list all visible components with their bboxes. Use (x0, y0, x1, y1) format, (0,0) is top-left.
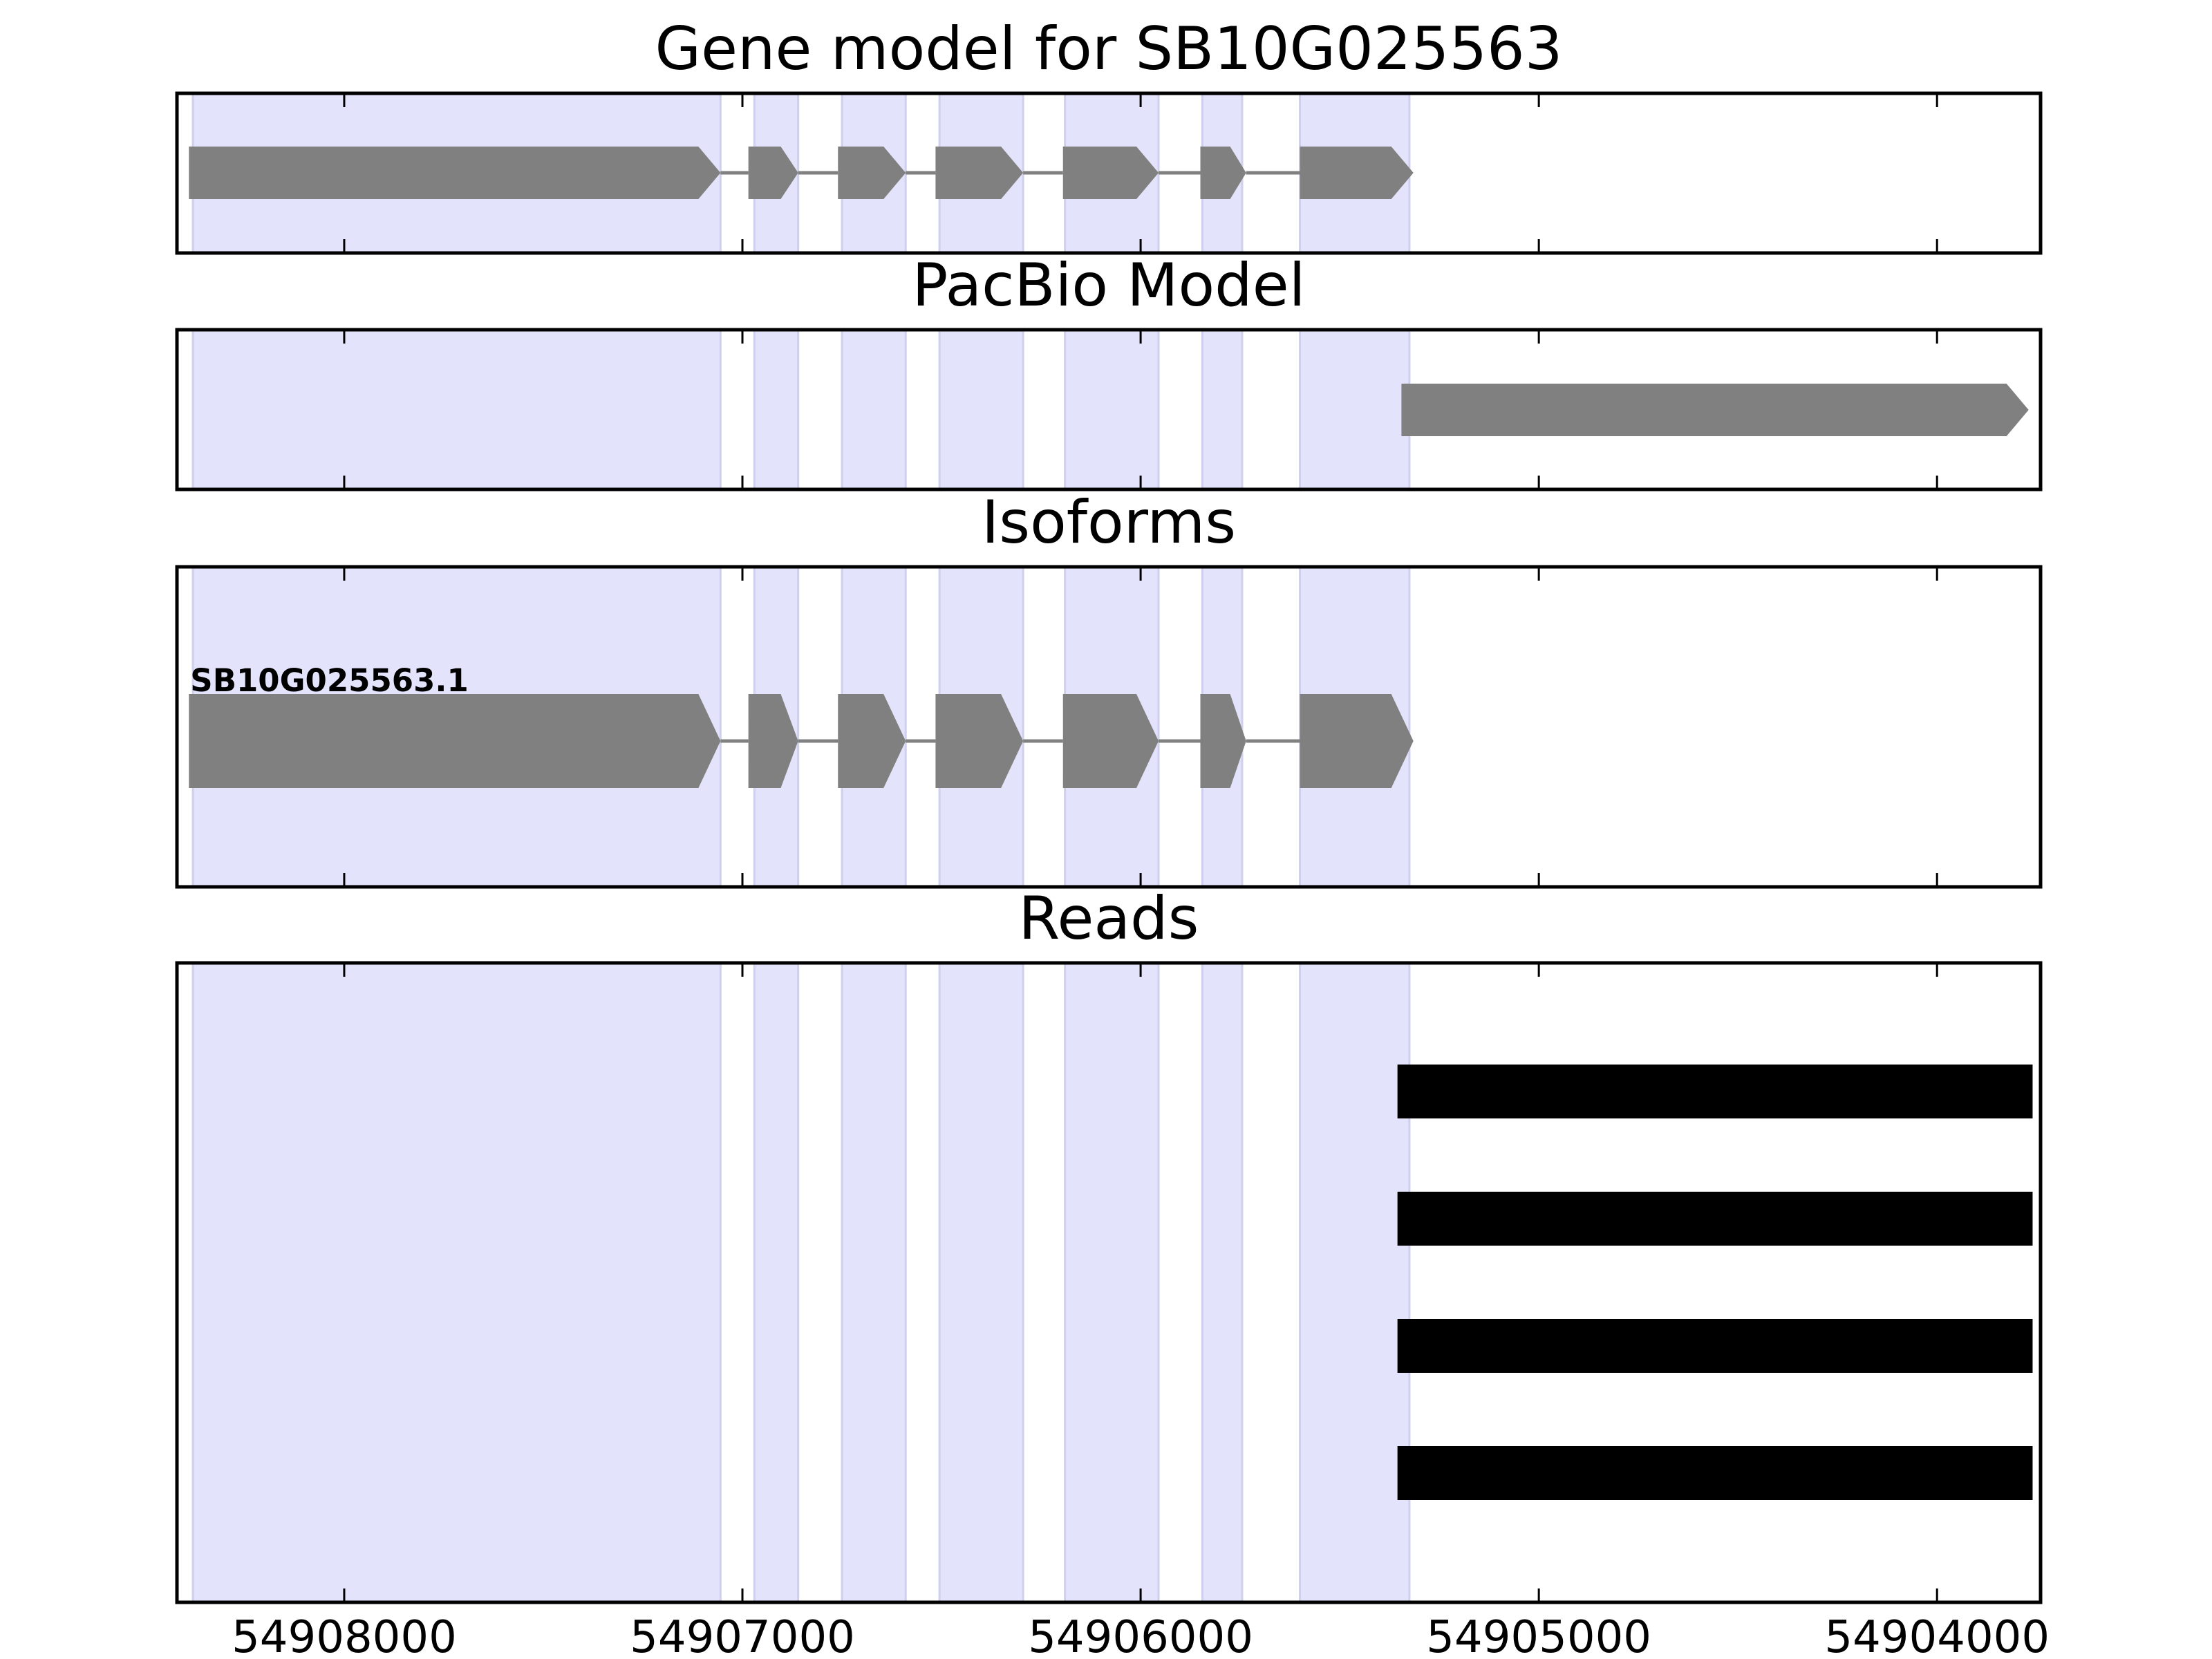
read-bar (1397, 1446, 2033, 1500)
exon-highlight-band (938, 962, 1024, 1604)
panel-frame (175, 961, 2043, 1604)
panel-1: Gene model for SB10G025563 (175, 15, 2043, 255)
panels-group: Gene model for SB10G025563 PacBio Model Is… (175, 15, 2050, 1659)
panel-frame (175, 91, 2043, 255)
exon-highlight-band (753, 962, 800, 1604)
exon-highlight-band (191, 328, 722, 491)
exon-arrow (189, 694, 721, 788)
x-tick-label: 54907000 (630, 1612, 855, 1659)
exon-arrow (1200, 694, 1246, 788)
read-bar (1397, 1065, 2033, 1118)
x-tick-label: 54906000 (1028, 1612, 1253, 1659)
exon-highlight-band (841, 962, 907, 1604)
exon-highlight-band (1201, 962, 1244, 1604)
exon-arrow (838, 694, 906, 788)
x-tick-label: 54908000 (232, 1612, 457, 1659)
panel-3: Isoforms SB10G025563.1 (175, 488, 2043, 889)
exon-arrow (1401, 384, 2029, 436)
exon-highlight-band (841, 328, 907, 491)
panel-title: Reads (1019, 884, 1199, 953)
exon-highlight-band (1201, 328, 1244, 491)
exon-highlight-band (1299, 328, 1411, 491)
exon-highlight-band (1064, 328, 1160, 491)
panel-4: Reads 54908000 54907000 54906000 54905000 549… (175, 884, 2050, 1659)
exon-highlight-band (938, 328, 1024, 491)
exon-highlight-band (191, 962, 722, 1604)
exon-arrow (1300, 694, 1414, 788)
exon-arrow (748, 694, 798, 788)
exon-arrow (189, 147, 721, 199)
exon-highlight-band (1299, 962, 1411, 1604)
exon-arrow (1062, 694, 1159, 788)
panel-title: PacBio Model (912, 251, 1305, 320)
exon-arrow (1200, 147, 1246, 199)
exon-arrow (1062, 147, 1159, 199)
panel-title: Isoforms (982, 488, 1236, 557)
exon-highlight-band (753, 328, 800, 491)
isoform-label: SB10G025563.1 (190, 662, 469, 699)
panel-frame (175, 565, 2043, 889)
exon-arrow (748, 147, 798, 199)
exon-arrow (935, 694, 1024, 788)
read-bar (1397, 1192, 2033, 1246)
exon-arrow (1300, 147, 1414, 199)
panel-frame (175, 328, 2043, 491)
x-tick-label: 54905000 (1426, 1612, 1651, 1659)
panel-2: PacBio Model (175, 251, 2043, 491)
read-bar (1397, 1319, 2033, 1373)
x-tick-label: 54904000 (1824, 1612, 2050, 1659)
panel-title: Gene model for SB10G025563 (655, 15, 1563, 84)
exon-arrow (838, 147, 906, 199)
exon-highlight-band (1064, 962, 1160, 1604)
exon-arrow (935, 147, 1024, 199)
